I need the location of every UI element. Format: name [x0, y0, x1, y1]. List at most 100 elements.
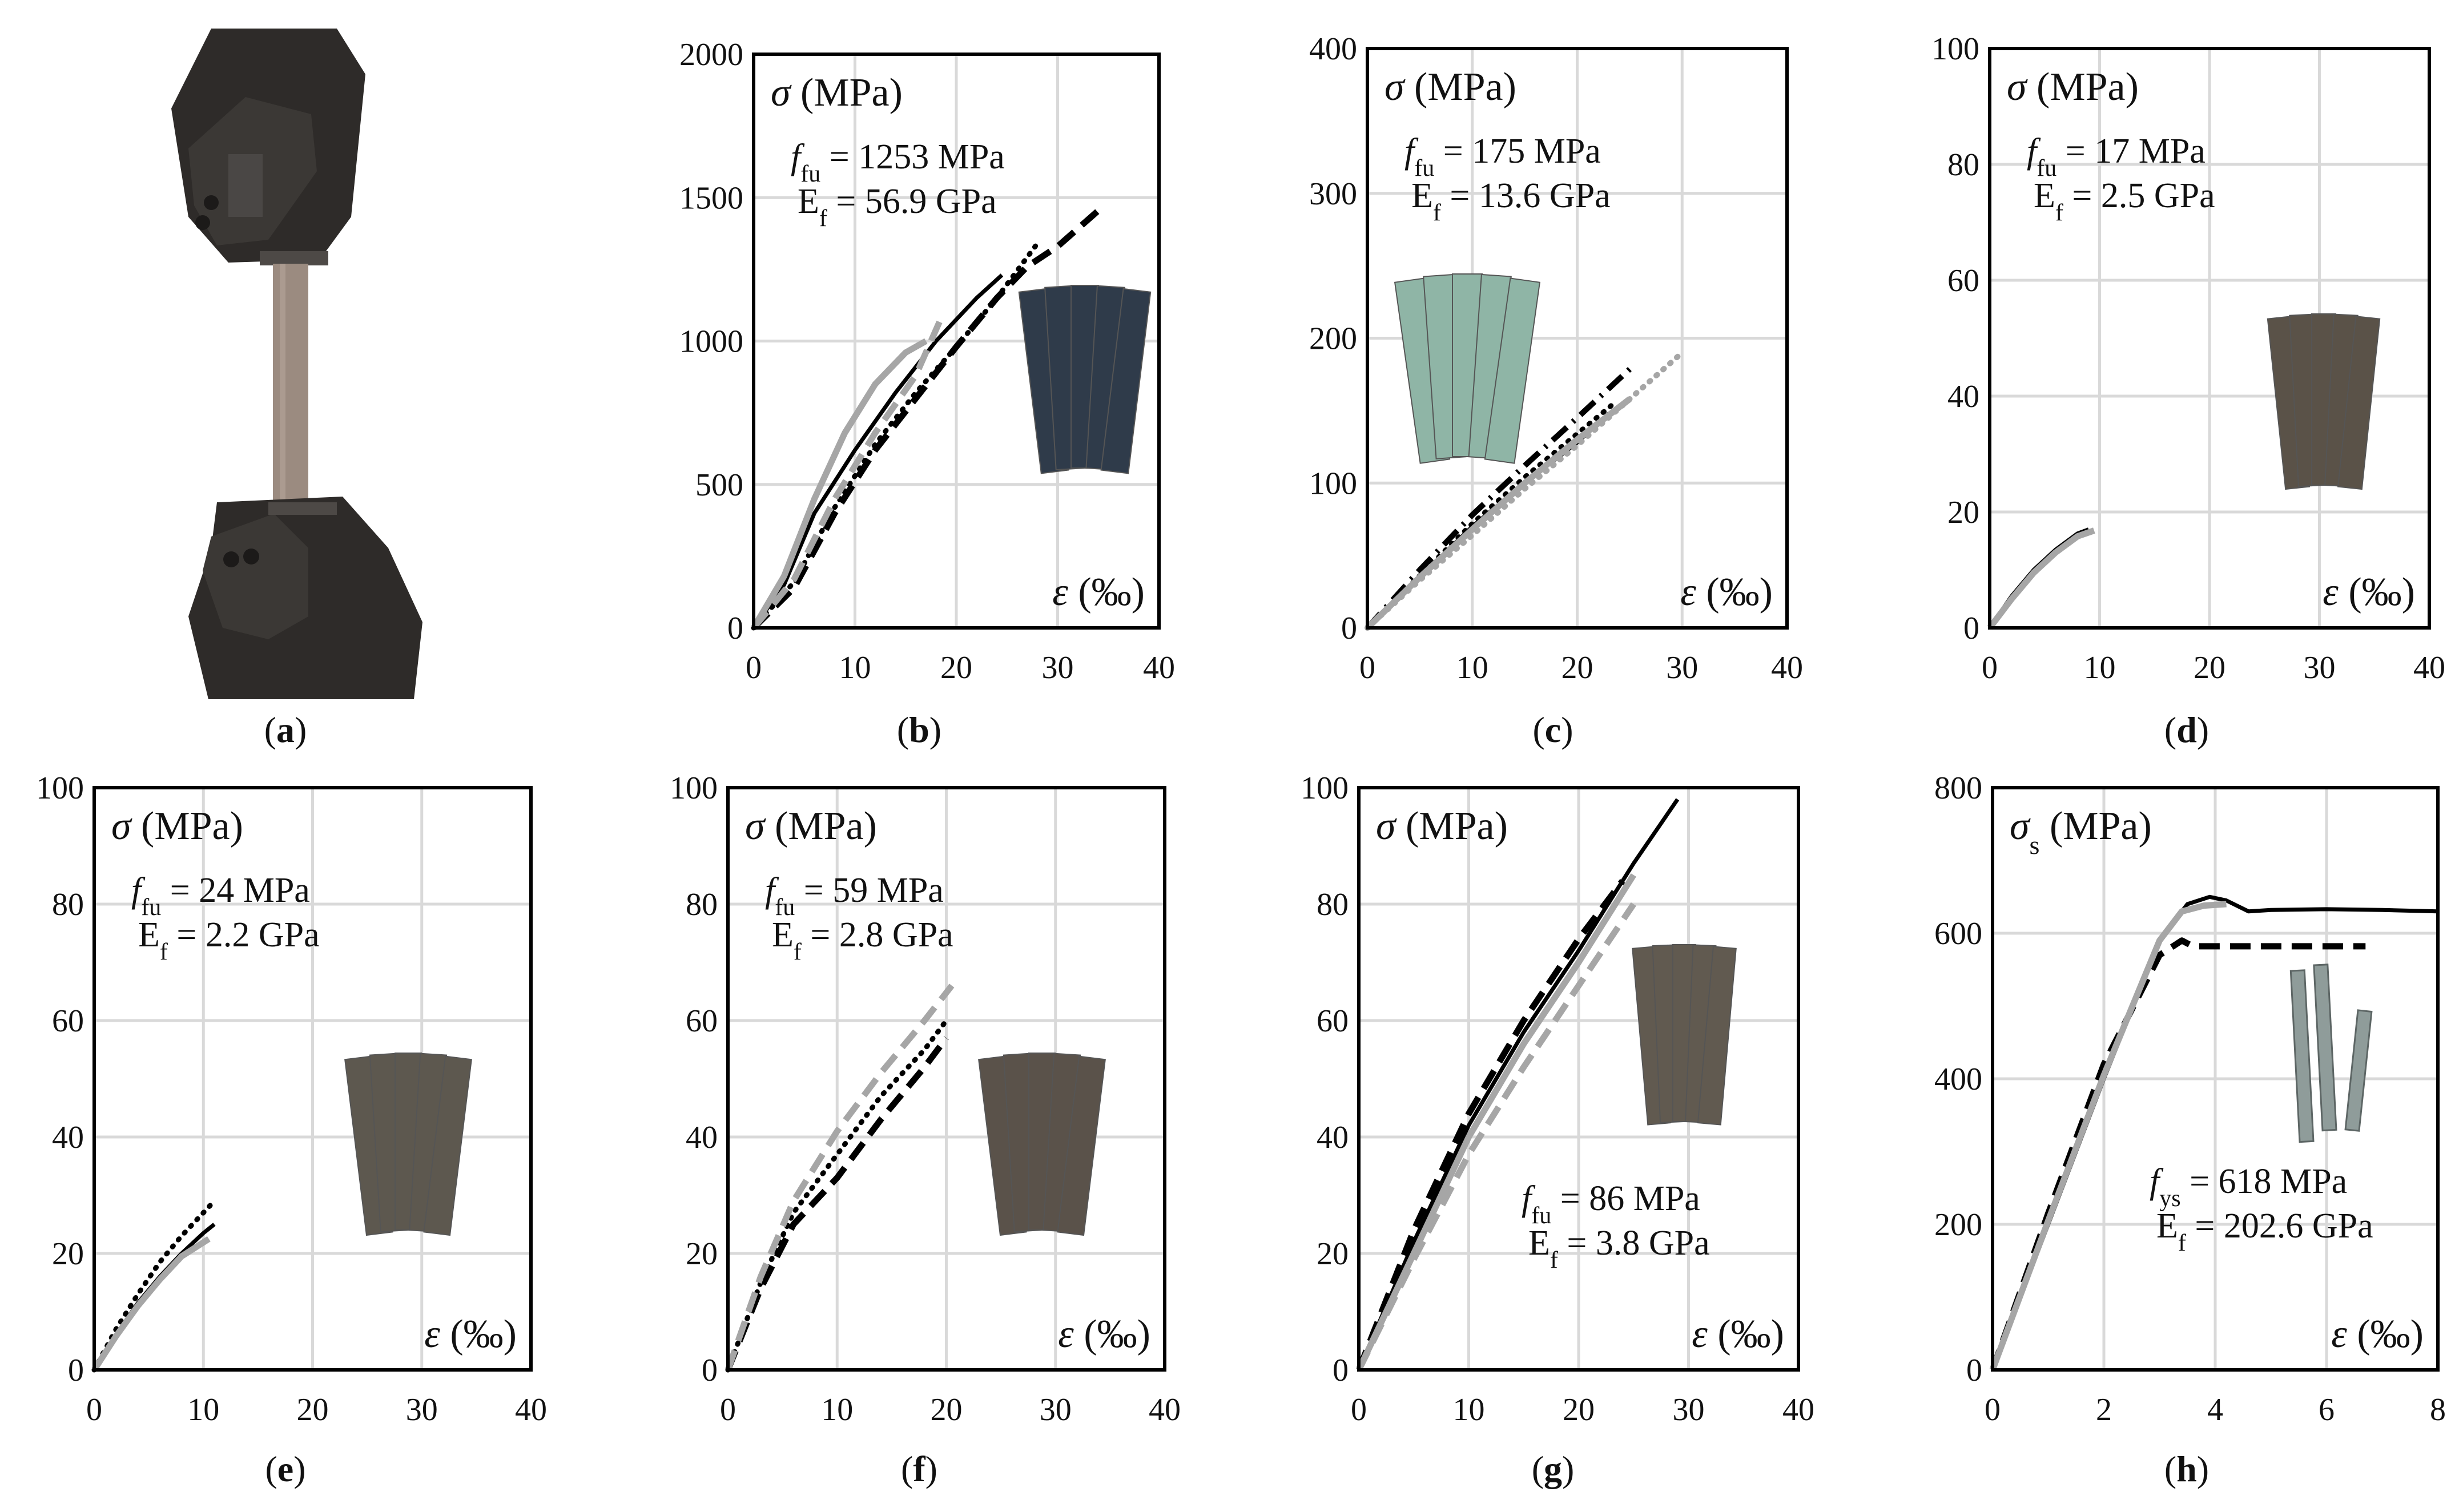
x-tick-label: 30 [1042, 650, 1074, 686]
y-axis-label: σ (MPa) [771, 71, 903, 115]
plot-frame [92, 786, 533, 1372]
y-tick-label: 20 [52, 1236, 84, 1272]
x-tick-label: 30 [406, 1392, 438, 1428]
annotation-modulus: Ef = 2.2 GPa [138, 916, 320, 965]
y-tick-label: 40 [1317, 1120, 1349, 1155]
x-tick-label: 30 [1666, 650, 1698, 686]
x-axis-label: ε (‰) [1680, 570, 1773, 614]
x-axis-label: ε (‰) [1058, 1312, 1150, 1356]
x-tick-label: 40 [1149, 1392, 1181, 1428]
annotation-strength: fys = 618 MPa [2150, 1162, 2347, 1212]
annotation-modulus: Ef = 13.6 GPa [1411, 176, 1611, 226]
x-tick-label: 40 [1143, 650, 1175, 686]
plot-frame [1366, 47, 1789, 630]
y-tick-label: 60 [1947, 263, 1979, 299]
x-axis-label: ε (‰) [2323, 570, 2415, 614]
x-tick-label: 0 [1359, 650, 1375, 686]
annotation-strength: ffu = 24 MPa [131, 871, 310, 921]
y-tick-label: 0 [1333, 1353, 1349, 1388]
plot-frame [752, 53, 1161, 630]
y-tick-label: 60 [686, 1003, 718, 1039]
y-axis-label: σ (MPa) [111, 804, 243, 848]
panel-label-g: (g) [1532, 1449, 1575, 1489]
series-b-1 [752, 273, 1004, 630]
specimen-photo-e [344, 1053, 472, 1236]
y-tick-label: 200 [1309, 321, 1357, 357]
y-tick-label: 100 [1931, 31, 1979, 67]
series-h-2 [1989, 937, 2366, 1371]
y-tick-label: 0 [1963, 611, 1979, 646]
y-tick-label: 0 [1341, 611, 1357, 646]
y-tick-label: 60 [52, 1003, 84, 1039]
y-tick-label: 40 [686, 1120, 718, 1155]
y-tick-label: 100 [670, 771, 718, 806]
lower-bolt-icon-2 [243, 549, 259, 565]
x-tick-label: 40 [515, 1392, 547, 1428]
lower-grip-window [203, 514, 308, 639]
x-tick-label: 40 [1771, 650, 1803, 686]
annotation-modulus: Ef = 202.6 GPa [2156, 1207, 2373, 1256]
x-tick-label: 40 [2413, 650, 2445, 686]
y-tick-label: 80 [1947, 147, 1979, 183]
specimen-photo-f [978, 1053, 1106, 1236]
panel-a-photo [171, 23, 422, 699]
x-tick-label: 10 [1456, 650, 1488, 686]
specimen-photo-h [2289, 963, 2373, 1143]
y-tick-label: 600 [1934, 916, 1982, 951]
panel-g-chart: 0 10 20 30 40 0 20 40 60 80 100 σ (MPa) ε (‰) ffu = 8… [1301, 771, 1814, 1428]
annotation-modulus: Ef = 3.8 GPa [1528, 1224, 1710, 1273]
y-tick-label: 800 [1934, 771, 1982, 806]
series-d-2 [1987, 527, 2095, 630]
series-b-4 [751, 338, 928, 630]
y-tick-label: 200 [1934, 1207, 1982, 1243]
x-tick-label: 2 [2096, 1392, 2112, 1428]
x-tick-label: 30 [2304, 650, 2336, 686]
y-tick-label: 0 [702, 1353, 718, 1388]
series-g-4 [1356, 902, 1636, 1372]
x-tick-label: 0 [86, 1392, 102, 1428]
upper-clamp-jaw [260, 251, 328, 265]
x-tick-label: 4 [2207, 1392, 2223, 1428]
series-c-3 [1365, 362, 1637, 630]
y-tick-label: 500 [695, 467, 743, 503]
y-tick-label: 40 [52, 1120, 84, 1155]
x-tick-label: 10 [187, 1392, 219, 1428]
y-tick-label: 2000 [679, 37, 743, 72]
y-axis-label: σ (MPa) [2007, 65, 2139, 109]
specimen-photo-g [1632, 944, 1737, 1126]
specimen-photo-d [2267, 313, 2381, 490]
x-tick-label: 20 [1561, 650, 1593, 686]
panel-label-b: (b) [897, 709, 941, 750]
x-tick-label: 8 [2430, 1392, 2446, 1428]
x-tick-label: 20 [2194, 650, 2225, 686]
plot-frame [1357, 786, 1800, 1372]
panel-b-chart: 0 10 20 30 40 0 500 1000 1500 2000 σ (MPa) ε (‰) ffu… [679, 37, 1175, 686]
annotation-strength: ffu = 175 MPa [1404, 132, 1601, 182]
series-b-5 [751, 317, 944, 630]
panel-f-chart: 0 10 20 30 40 0 20 40 60 80 100 σ (MPa) ε (‰) ffu = 5… [670, 771, 1181, 1428]
x-tick-label: 10 [821, 1392, 853, 1428]
panel-label-d: (d) [2164, 709, 2209, 750]
x-tick-label: 0 [720, 1392, 736, 1428]
y-tick-label: 80 [1317, 887, 1349, 922]
lower-bolt-icon [223, 551, 239, 567]
x-axis-label: ε (‰) [1052, 570, 1145, 614]
series-c-5 [1365, 349, 1685, 631]
series-g-2 [1355, 878, 1625, 1372]
upper-clamp-plate [228, 154, 263, 217]
x-tick-label: 10 [839, 650, 871, 686]
x-tick-label: 0 [746, 650, 762, 686]
x-axis-label: ε (‰) [1692, 1312, 1784, 1356]
y-tick-label: 20 [1317, 1236, 1349, 1272]
panel-label-c: (c) [1532, 709, 1573, 750]
panel-e-chart: 0 10 20 30 40 0 20 40 60 80 100 σ (MPa) ε (‰) ffu = 2… [36, 771, 547, 1428]
plot-frame [726, 786, 1166, 1372]
panel-h-chart: 0 2 4 6 8 0 200 400 600 800 σs (MPa) ε (‰) fys = 618… [1934, 771, 2446, 1428]
y-tick-label: 80 [686, 887, 718, 922]
y-tick-label: 80 [52, 887, 84, 922]
x-tick-label: 0 [1982, 650, 1998, 686]
y-tick-label: 100 [36, 771, 84, 806]
y-tick-label: 300 [1309, 176, 1357, 212]
series-c-4 [1365, 396, 1632, 630]
y-axis-label: σ (MPa) [745, 804, 877, 848]
